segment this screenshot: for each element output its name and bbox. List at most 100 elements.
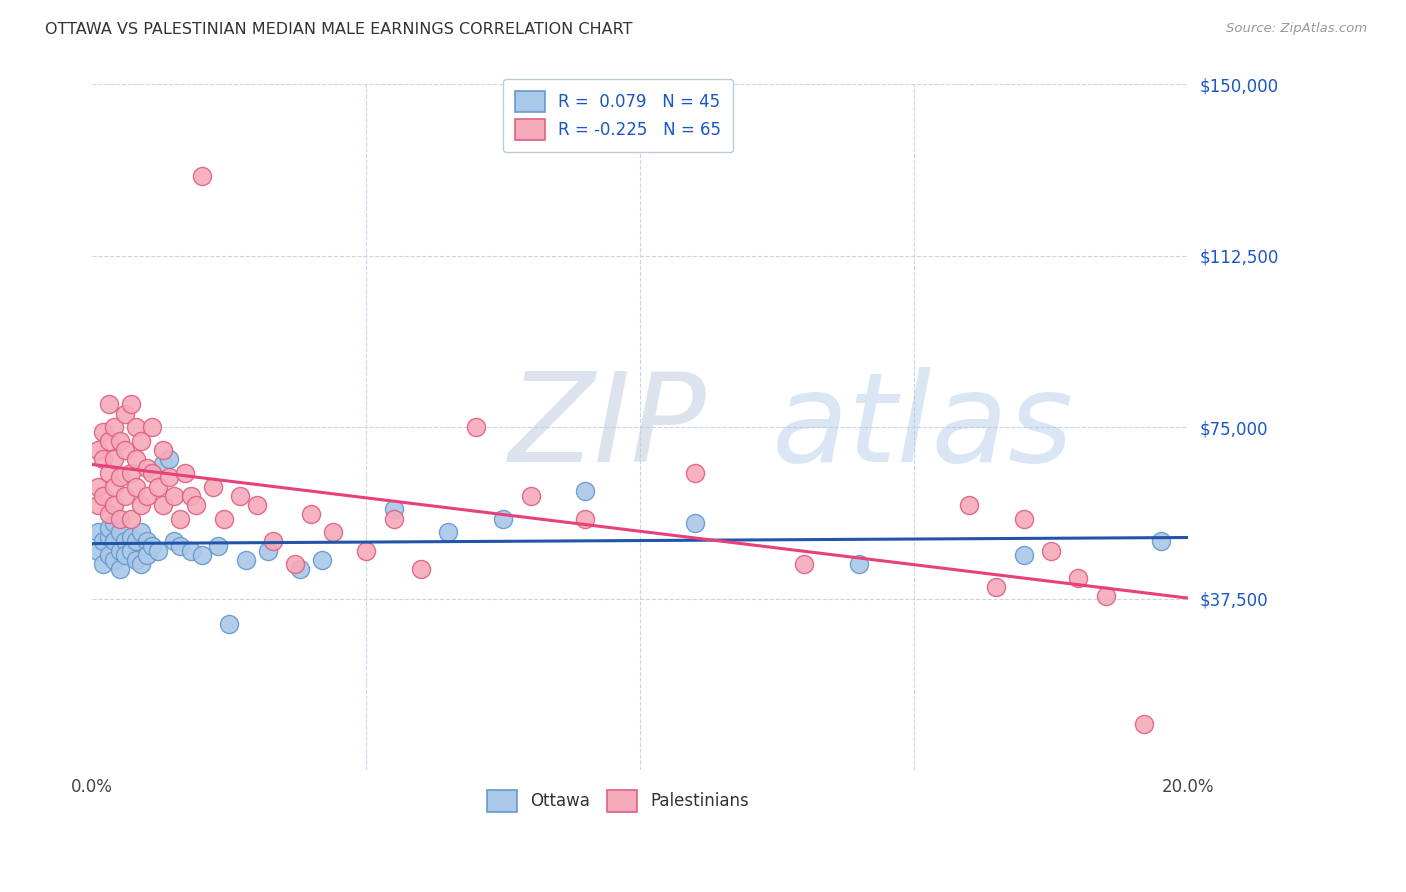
Point bbox=[157, 452, 180, 467]
Point bbox=[108, 470, 131, 484]
Point bbox=[141, 539, 163, 553]
Point bbox=[103, 516, 125, 531]
Point bbox=[120, 511, 142, 525]
Point bbox=[163, 489, 186, 503]
Point bbox=[108, 511, 131, 525]
Point bbox=[201, 480, 224, 494]
Point bbox=[97, 397, 120, 411]
Point bbox=[103, 420, 125, 434]
Legend: Ottawa, Palestinians: Ottawa, Palestinians bbox=[475, 779, 761, 823]
Point bbox=[1040, 543, 1063, 558]
Point bbox=[103, 452, 125, 467]
Point bbox=[152, 443, 174, 458]
Point bbox=[218, 616, 240, 631]
Point bbox=[120, 543, 142, 558]
Point bbox=[86, 443, 108, 458]
Point bbox=[120, 530, 142, 544]
Point bbox=[86, 543, 108, 558]
Point bbox=[180, 543, 202, 558]
Point bbox=[103, 534, 125, 549]
Point bbox=[793, 558, 815, 572]
Point bbox=[1149, 534, 1171, 549]
Point bbox=[245, 498, 267, 512]
Point bbox=[1012, 511, 1035, 525]
Text: ZIP: ZIP bbox=[509, 367, 706, 488]
Point bbox=[574, 511, 596, 525]
Point bbox=[97, 530, 120, 544]
Point bbox=[108, 543, 131, 558]
Point bbox=[382, 511, 405, 525]
Point bbox=[136, 548, 159, 562]
Text: atlas: atlas bbox=[772, 367, 1074, 488]
Point bbox=[125, 420, 148, 434]
Point bbox=[174, 466, 197, 480]
Point bbox=[141, 420, 163, 434]
Point bbox=[91, 425, 114, 439]
Point bbox=[108, 525, 131, 540]
Point bbox=[235, 553, 257, 567]
Point bbox=[114, 489, 136, 503]
Point bbox=[136, 534, 159, 549]
Point bbox=[382, 502, 405, 516]
Point bbox=[152, 457, 174, 471]
Point bbox=[464, 420, 486, 434]
Point bbox=[957, 498, 980, 512]
Point bbox=[136, 489, 159, 503]
Point bbox=[114, 443, 136, 458]
Point bbox=[146, 480, 169, 494]
Point bbox=[683, 516, 706, 531]
Point bbox=[131, 434, 153, 448]
Text: OTTAWA VS PALESTINIAN MEDIAN MALE EARNINGS CORRELATION CHART: OTTAWA VS PALESTINIAN MEDIAN MALE EARNIN… bbox=[45, 22, 633, 37]
Point bbox=[290, 562, 312, 576]
Point bbox=[86, 525, 108, 540]
Point bbox=[574, 484, 596, 499]
Point bbox=[86, 480, 108, 494]
Point bbox=[97, 434, 120, 448]
Point bbox=[157, 470, 180, 484]
Point bbox=[91, 489, 114, 503]
Point bbox=[91, 534, 114, 549]
Point bbox=[97, 521, 120, 535]
Point bbox=[191, 169, 214, 183]
Point bbox=[163, 534, 186, 549]
Point bbox=[136, 461, 159, 475]
Point bbox=[125, 553, 148, 567]
Point bbox=[409, 562, 432, 576]
Point bbox=[284, 558, 307, 572]
Point bbox=[114, 407, 136, 421]
Point bbox=[114, 548, 136, 562]
Point bbox=[152, 498, 174, 512]
Point bbox=[519, 489, 541, 503]
Point bbox=[191, 548, 214, 562]
Point bbox=[131, 498, 153, 512]
Point bbox=[229, 489, 252, 503]
Point bbox=[131, 558, 153, 572]
Point bbox=[986, 580, 1008, 594]
Point bbox=[131, 525, 153, 540]
Point bbox=[108, 434, 131, 448]
Point bbox=[322, 525, 344, 540]
Point bbox=[103, 480, 125, 494]
Point bbox=[103, 498, 125, 512]
Point bbox=[207, 539, 229, 553]
Text: Source: ZipAtlas.com: Source: ZipAtlas.com bbox=[1226, 22, 1367, 36]
Point bbox=[146, 543, 169, 558]
Point bbox=[86, 498, 108, 512]
Point bbox=[683, 466, 706, 480]
Point bbox=[180, 489, 202, 503]
Point bbox=[97, 548, 120, 562]
Point bbox=[1012, 548, 1035, 562]
Point bbox=[125, 452, 148, 467]
Point bbox=[108, 562, 131, 576]
Point bbox=[141, 466, 163, 480]
Point bbox=[120, 397, 142, 411]
Point bbox=[169, 511, 191, 525]
Point bbox=[91, 558, 114, 572]
Point bbox=[354, 543, 377, 558]
Point bbox=[262, 534, 284, 549]
Point bbox=[103, 553, 125, 567]
Point bbox=[91, 452, 114, 467]
Point bbox=[120, 466, 142, 480]
Point bbox=[169, 539, 191, 553]
Point bbox=[256, 543, 278, 558]
